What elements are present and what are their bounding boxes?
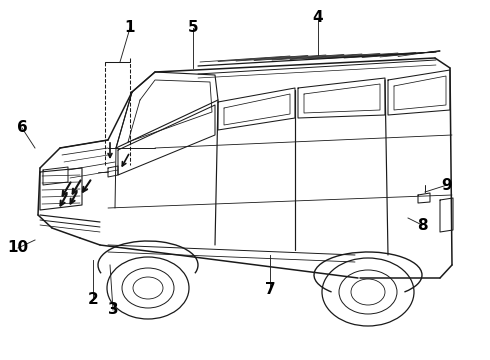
Text: 10: 10 — [7, 240, 28, 256]
Text: 7: 7 — [265, 283, 275, 297]
Text: 2: 2 — [88, 292, 98, 307]
Text: 9: 9 — [441, 177, 452, 193]
Text: 1: 1 — [125, 21, 135, 36]
Text: 3: 3 — [108, 302, 118, 318]
Text: 5: 5 — [188, 21, 198, 36]
Text: 6: 6 — [17, 121, 27, 135]
Text: 4: 4 — [313, 10, 323, 26]
Text: 8: 8 — [416, 217, 427, 233]
